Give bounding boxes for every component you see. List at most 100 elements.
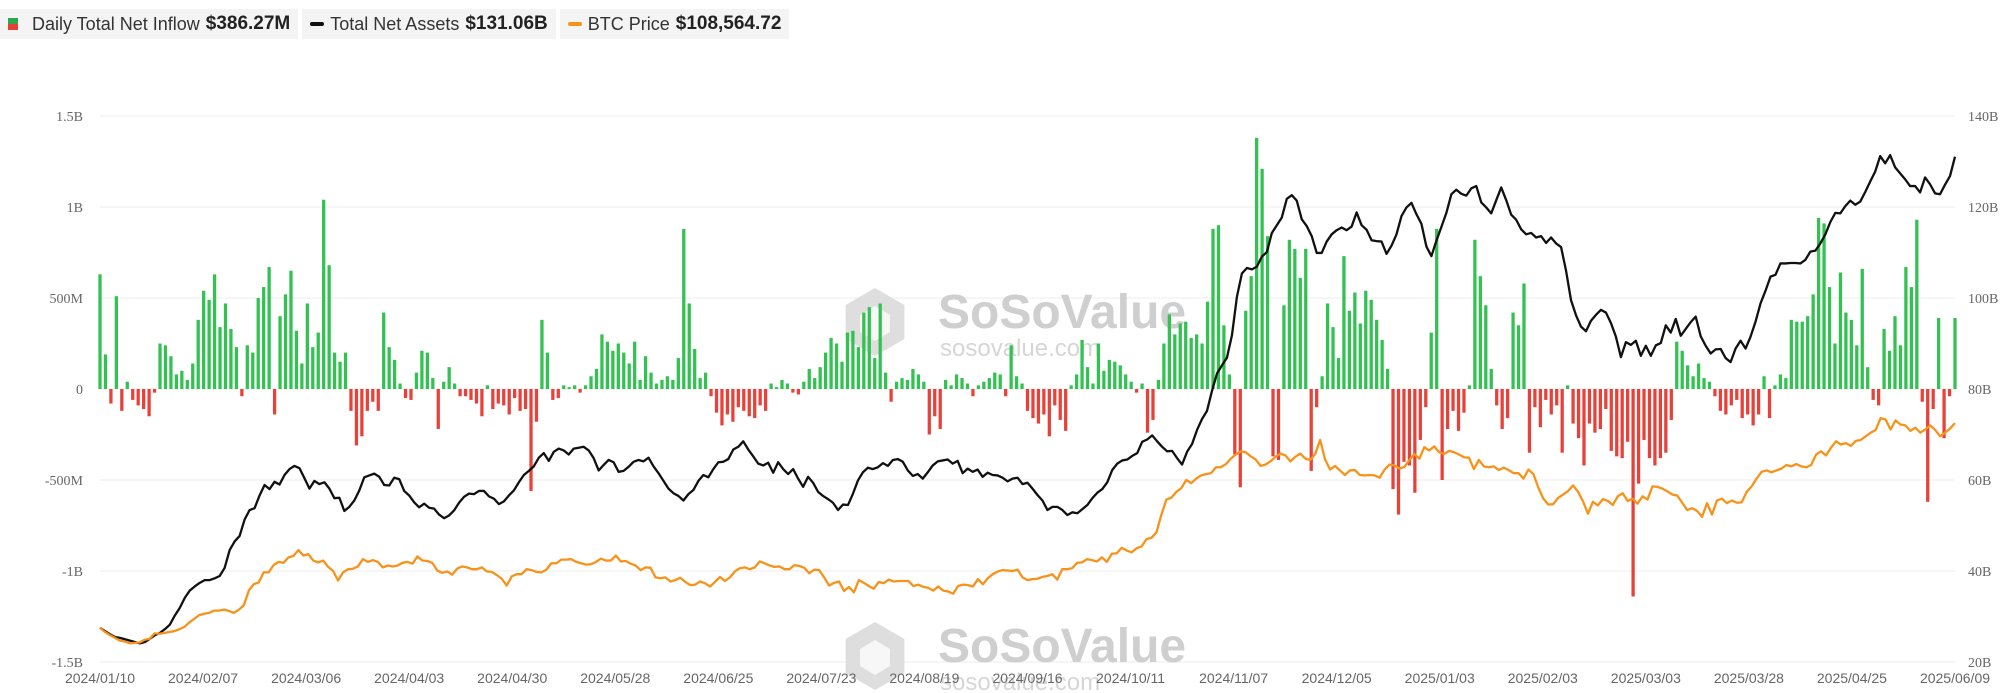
inflow-bar[interactable] <box>180 370 184 389</box>
inflow-bar[interactable] <box>349 389 353 411</box>
inflow-bar[interactable] <box>1064 389 1068 431</box>
inflow-bar[interactable] <box>824 352 828 389</box>
inflow-bar[interactable] <box>1309 389 1313 471</box>
inflow-bar[interactable] <box>1555 389 1559 406</box>
inflow-bar[interactable] <box>207 299 211 389</box>
inflow-bar[interactable] <box>1249 276 1253 389</box>
inflow-bar[interactable] <box>682 228 686 389</box>
inflow-bar[interactable] <box>545 352 550 389</box>
inflow-bar[interactable] <box>900 378 904 389</box>
inflow-bar[interactable] <box>1042 389 1046 415</box>
inflow-bar[interactable] <box>1707 381 1712 389</box>
inflow-bar[interactable] <box>1740 389 1744 419</box>
inflow-bar[interactable] <box>474 389 479 404</box>
inflow-bar[interactable] <box>1937 318 1941 389</box>
inflow-bar[interactable] <box>1549 389 1553 415</box>
inflow-bar[interactable] <box>1833 343 1837 390</box>
inflow-bar[interactable] <box>1544 389 1548 400</box>
inflow-bar[interactable] <box>218 327 222 389</box>
inflow-bar[interactable] <box>1440 389 1444 480</box>
inflow-bar[interactable] <box>982 381 986 389</box>
inflow-bar[interactable] <box>1669 389 1673 420</box>
inflow-bar[interactable] <box>1866 367 1870 389</box>
inflow-bar[interactable] <box>562 385 566 389</box>
inflow-bar[interactable] <box>1369 299 1373 389</box>
inflow-bar[interactable] <box>785 383 790 389</box>
inflow-bar[interactable] <box>714 389 719 413</box>
inflow-bar[interactable] <box>1538 389 1542 428</box>
inflow-bar[interactable] <box>1255 137 1259 389</box>
inflow-bar[interactable] <box>971 389 975 397</box>
inflow-bar[interactable] <box>1800 321 1804 389</box>
inflow-bar[interactable] <box>387 347 391 389</box>
inflow-bar[interactable] <box>338 361 342 389</box>
inflow-bar[interactable] <box>818 367 822 389</box>
inflow-bar[interactable] <box>938 389 942 430</box>
inflow-bar[interactable] <box>376 389 380 411</box>
inflow-bar[interactable] <box>436 389 440 430</box>
inflow-bar[interactable] <box>1849 319 1853 389</box>
inflow-bar[interactable] <box>1724 389 1728 415</box>
inflow-bar[interactable] <box>1566 385 1570 389</box>
inflow-bar[interactable] <box>1675 341 1679 389</box>
inflow-bar[interactable] <box>1806 316 1810 389</box>
inflow-bar[interactable] <box>1871 389 1875 400</box>
inflow-bar[interactable] <box>1031 389 1035 419</box>
inflow-bar[interactable] <box>780 379 784 389</box>
inflow-bar[interactable] <box>1140 383 1144 389</box>
inflow-bar[interactable] <box>1942 389 1946 439</box>
inflow-bar[interactable] <box>147 389 151 417</box>
inflow-bar[interactable] <box>1751 389 1755 426</box>
inflow-bar[interactable] <box>753 389 757 419</box>
inflow-bar[interactable] <box>109 389 113 404</box>
inflow-bar[interactable] <box>1680 350 1684 389</box>
inflow-bar[interactable] <box>1904 267 1908 389</box>
inflow-bar[interactable] <box>845 332 850 389</box>
inflow-bar[interactable] <box>283 294 288 389</box>
inflow-bar[interactable] <box>1413 389 1417 493</box>
inflow-bar[interactable] <box>1467 385 1472 389</box>
inflow-bar[interactable] <box>660 379 664 389</box>
inflow-bar[interactable] <box>158 343 162 390</box>
inflow-bar[interactable] <box>1489 368 1493 389</box>
inflow-bar[interactable] <box>676 358 680 389</box>
inflow-bar[interactable] <box>954 374 959 389</box>
inflow-bar[interactable] <box>371 389 375 402</box>
inflow-bar[interactable] <box>316 332 320 389</box>
inflow-bar[interactable] <box>802 381 806 389</box>
inflow-bar[interactable] <box>305 303 309 389</box>
inflow-bar[interactable] <box>840 361 844 389</box>
inflow-bar[interactable] <box>949 385 953 389</box>
inflow-bar[interactable] <box>1080 339 1084 389</box>
inflow-bar[interactable] <box>594 368 599 389</box>
inflow-bar[interactable] <box>1113 361 1117 389</box>
inflow-bar[interactable] <box>1058 389 1062 420</box>
inflow-bar[interactable] <box>1178 323 1182 389</box>
inflow-bar[interactable] <box>665 376 670 389</box>
inflow-bar[interactable] <box>1156 379 1161 389</box>
inflow-bar[interactable] <box>1620 389 1624 459</box>
inflow-bar[interactable] <box>944 379 948 389</box>
inflow-bar[interactable] <box>332 352 337 389</box>
inflow-bar[interactable] <box>616 343 620 390</box>
inflow-bar[interactable] <box>1920 389 1924 402</box>
inflow-bar[interactable] <box>1429 332 1433 389</box>
inflow-bar[interactable] <box>851 330 855 389</box>
inflow-bar[interactable] <box>409 389 413 400</box>
inflow-bar[interactable] <box>911 368 915 389</box>
inflow-bar[interactable] <box>1162 343 1166 390</box>
inflow-bar[interactable] <box>687 303 691 389</box>
inflow-bar[interactable] <box>480 389 484 417</box>
inflow-bar[interactable] <box>1053 389 1057 406</box>
inflow-bar[interactable] <box>136 389 140 406</box>
inflow-bar[interactable] <box>1375 319 1379 389</box>
inflow-bar[interactable] <box>1260 168 1264 389</box>
inflow-bar[interactable] <box>862 312 866 389</box>
inflow-bar[interactable] <box>933 389 937 417</box>
inflow-bar[interactable] <box>1860 268 1864 389</box>
inflow-bar[interactable] <box>796 389 800 395</box>
inflow-bar[interactable] <box>976 385 981 389</box>
inflow-bar[interactable] <box>1020 383 1024 389</box>
inflow-bar[interactable] <box>294 330 299 389</box>
inflow-bar[interactable] <box>1893 316 1897 389</box>
